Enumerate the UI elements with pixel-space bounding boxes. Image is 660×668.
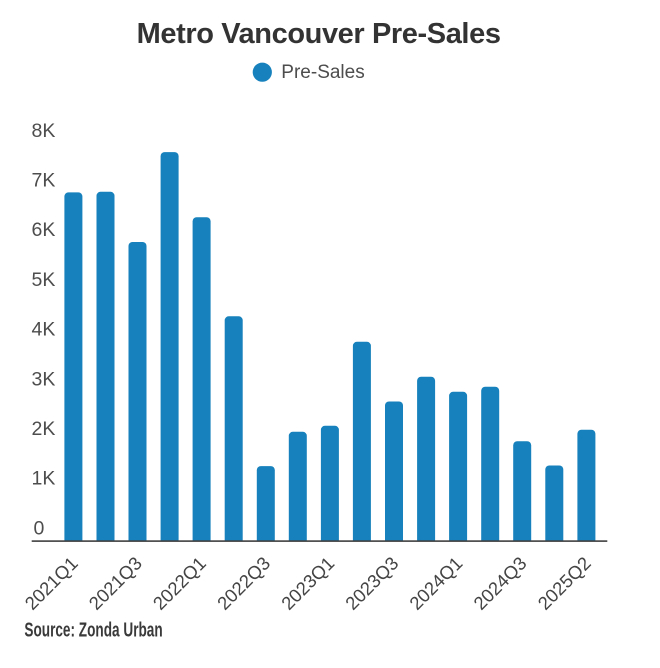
svg-text:0: 0	[34, 517, 45, 539]
svg-text:2K: 2K	[32, 418, 56, 440]
svg-text:2024Q3: 2024Q3	[469, 552, 530, 613]
svg-text:6K: 6K	[32, 219, 56, 241]
svg-text:2023Q3: 2023Q3	[341, 552, 402, 613]
svg-text:2021Q3: 2021Q3	[85, 552, 146, 613]
svg-text:8K: 8K	[32, 120, 56, 142]
svg-text:2022Q1: 2022Q1	[149, 552, 210, 613]
svg-text:1K: 1K	[32, 468, 56, 490]
svg-text:Pre-Sales: Pre-Sales	[281, 62, 364, 83]
svg-text:5K: 5K	[32, 269, 56, 291]
svg-text:3K: 3K	[32, 368, 56, 390]
svg-text:7K: 7K	[32, 170, 56, 192]
svg-text:4K: 4K	[32, 319, 56, 341]
svg-text:2023Q1: 2023Q1	[277, 552, 338, 613]
svg-text:Metro Vancouver Pre-Sales: Metro Vancouver Pre-Sales	[137, 18, 501, 50]
svg-text:2021Q1: 2021Q1	[20, 552, 81, 613]
svg-text:2025Q2: 2025Q2	[533, 552, 594, 613]
svg-text:2022Q3: 2022Q3	[213, 552, 274, 613]
svg-text:2024Q1: 2024Q1	[405, 552, 466, 613]
svg-text:Source: Zonda Urban: Source: Zonda Urban	[24, 618, 162, 642]
